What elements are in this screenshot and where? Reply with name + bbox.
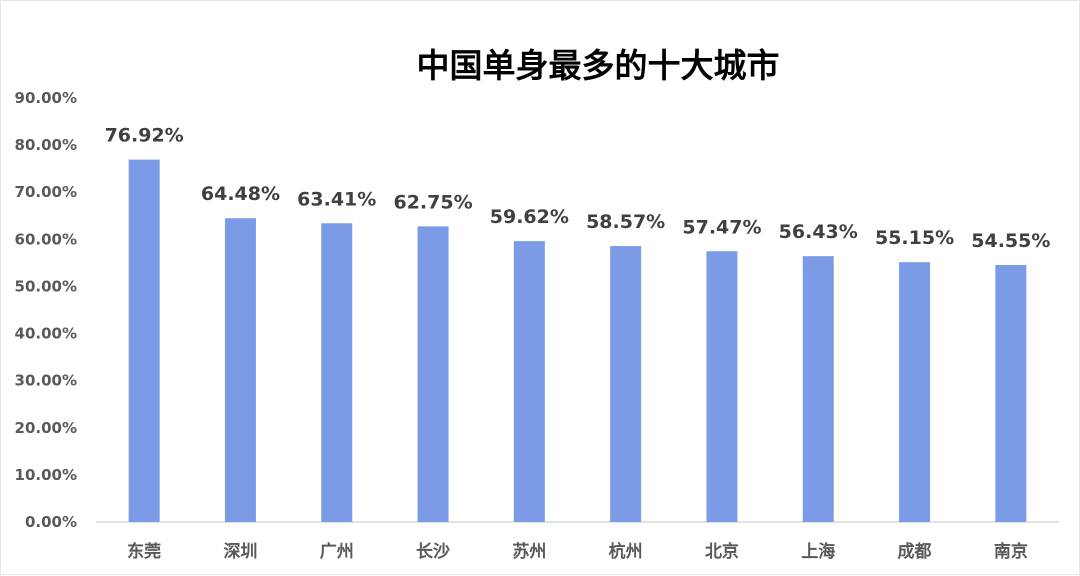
- y-tick-label: 50.00%: [15, 277, 77, 295]
- x-tick-label: 成都: [898, 541, 932, 562]
- y-tick-label: 90.00%: [15, 89, 77, 107]
- data-label: 54.55%: [971, 230, 1050, 252]
- y-tick-label: 10.00%: [15, 466, 77, 484]
- y-axis-ticks: 0.00% 10.00% 20.00% 30.00% 40.00% 50.00% 60.00…: [15, 89, 77, 531]
- bar-3: [321, 223, 353, 523]
- x-tick-label: 长沙: [416, 541, 450, 562]
- data-label: 57.47%: [682, 216, 761, 238]
- bar-6: [610, 246, 642, 522]
- bar-7: [706, 251, 738, 522]
- y-tick-label: 60.00%: [15, 230, 77, 248]
- x-tick-label: 南京: [994, 541, 1028, 562]
- y-tick-label: 20.00%: [15, 419, 77, 437]
- x-tick-label: 东莞: [127, 541, 161, 562]
- x-tick-label: 杭州: [609, 541, 643, 562]
- bar-1: [128, 159, 160, 522]
- x-tick-label: 北京: [705, 541, 739, 562]
- data-label: 62.75%: [393, 191, 472, 213]
- chart-title: 中国单身最多的十大城市: [417, 46, 780, 85]
- bar-5: [513, 241, 545, 523]
- data-label: 59.62%: [490, 206, 569, 228]
- data-label: 56.43%: [779, 221, 858, 243]
- bar-10: [995, 265, 1027, 522]
- x-tick-label: 广州: [320, 541, 354, 562]
- bar-4: [417, 226, 449, 522]
- y-tick-label: 40.00%: [15, 325, 77, 343]
- bars: [128, 159, 1027, 523]
- y-tick-label: 0.00%: [25, 513, 77, 531]
- data-label: 64.48%: [201, 183, 280, 205]
- bar-2: [224, 218, 256, 523]
- y-tick-label: 80.00%: [15, 136, 77, 154]
- data-label: 55.15%: [875, 227, 954, 249]
- x-axis-ticks: 东莞 深圳 广州 长沙 苏州 杭州 北京 上海 成都 南京: [127, 541, 1028, 562]
- x-tick-label: 苏州: [512, 541, 546, 562]
- data-label: 58.57%: [586, 211, 665, 233]
- bar-9: [899, 262, 931, 522]
- bar-8: [802, 256, 834, 522]
- data-label: 76.92%: [105, 125, 184, 147]
- data-label: 63.41%: [297, 188, 376, 210]
- x-tick-label: 深圳: [223, 541, 257, 562]
- y-tick-label: 30.00%: [15, 372, 77, 390]
- data-labels: 76.92% 64.48% 63.41% 62.75% 59.62% 58.57% 57.4…: [105, 125, 1051, 252]
- y-tick-label: 70.00%: [15, 183, 77, 201]
- x-tick-label: 上海: [801, 541, 835, 562]
